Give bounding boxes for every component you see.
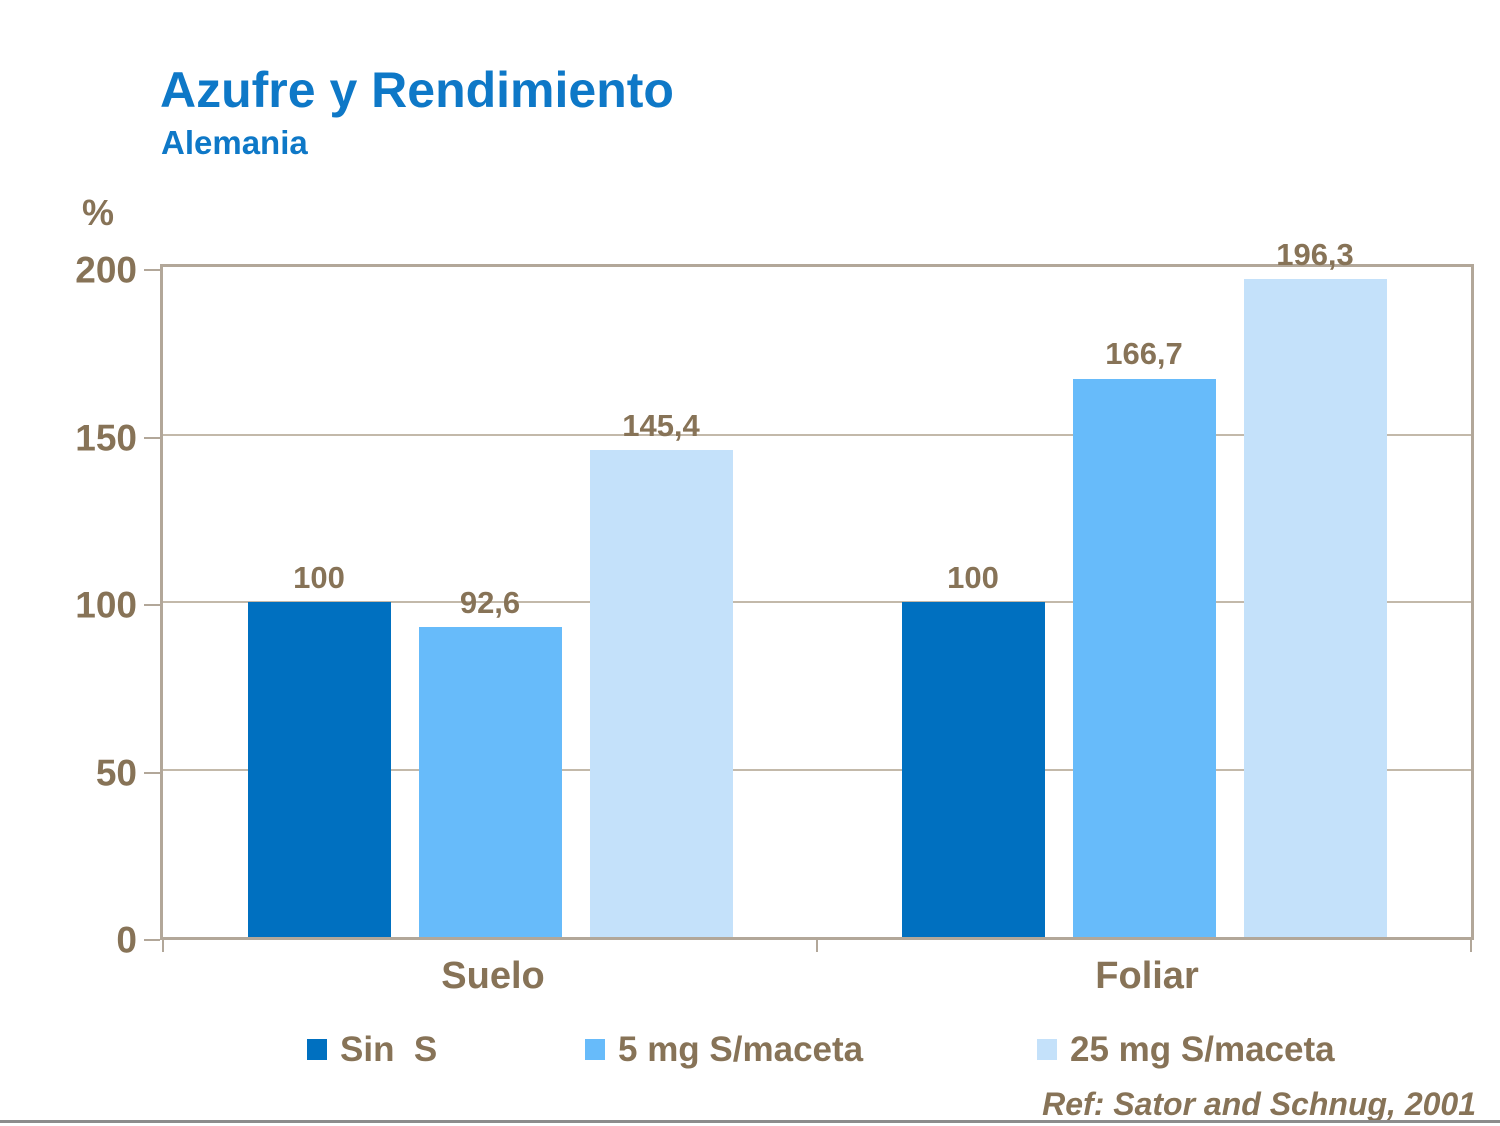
plot-inner: 100 92,6 145,4 100 166,7 196,3 bbox=[163, 238, 1471, 937]
legend-label: 5 mg S/maceta bbox=[618, 1029, 864, 1069]
y-axis-tick bbox=[144, 771, 160, 774]
legend-label: 25 mg S/maceta bbox=[1070, 1029, 1335, 1069]
bar bbox=[1072, 378, 1216, 937]
y-tick-label: 0 bbox=[116, 919, 137, 961]
gridline bbox=[163, 433, 1471, 436]
y-axis-tick bbox=[144, 604, 160, 606]
y-tick-label: 100 bbox=[75, 584, 137, 626]
chart-subtitle: Alemania bbox=[161, 124, 308, 161]
bar bbox=[1243, 279, 1387, 937]
legend-item: 5 mg S/maceta bbox=[585, 1028, 863, 1070]
bar bbox=[418, 626, 562, 937]
gridline bbox=[163, 601, 1471, 603]
category-label: Suelo bbox=[441, 955, 545, 997]
bar-value-label: 92,6 bbox=[459, 584, 521, 620]
bar-value-label: 100 bbox=[947, 559, 999, 595]
legend-swatch bbox=[1037, 1038, 1057, 1060]
legend-swatch bbox=[585, 1038, 605, 1060]
y-tick-label: 200 bbox=[75, 249, 137, 291]
x-axis-tick bbox=[1470, 939, 1472, 952]
bar bbox=[589, 449, 733, 937]
chart-title: Azufre y Rendimiento bbox=[160, 62, 674, 118]
legend-swatch bbox=[307, 1038, 327, 1060]
y-axis-unit-label: % bbox=[82, 192, 115, 233]
y-axis-tick bbox=[144, 436, 160, 439]
y-tick-label: 150 bbox=[75, 417, 137, 458]
legend-item: Sin S bbox=[307, 1028, 437, 1070]
legend-item: 25 mg S/maceta bbox=[1037, 1028, 1335, 1070]
bar-value-label: 166,7 bbox=[1105, 336, 1183, 372]
reference-text: Ref: Sator and Schnug, 2001 bbox=[1042, 1086, 1476, 1122]
y-axis-tick bbox=[144, 269, 160, 271]
bottom-divider-line bbox=[0, 1120, 1500, 1123]
x-axis-tick bbox=[816, 939, 818, 952]
gridline bbox=[163, 768, 1471, 771]
bar-value-label: 100 bbox=[293, 559, 345, 595]
bar-value-label: 196,3 bbox=[1276, 237, 1354, 273]
bar bbox=[247, 602, 391, 937]
plot-area: 100 92,6 145,4 100 166,7 196,3 0 50 100 150 200 Su… bbox=[75, 238, 1474, 997]
x-axis-tick bbox=[162, 939, 164, 952]
bar-value-label: 145,4 bbox=[622, 407, 700, 443]
y-axis-tick bbox=[144, 939, 160, 941]
category-label: Foliar bbox=[1095, 955, 1199, 997]
legend-label: Sin S bbox=[340, 1029, 438, 1069]
bar bbox=[901, 602, 1045, 937]
y-tick-label: 50 bbox=[95, 752, 137, 793]
